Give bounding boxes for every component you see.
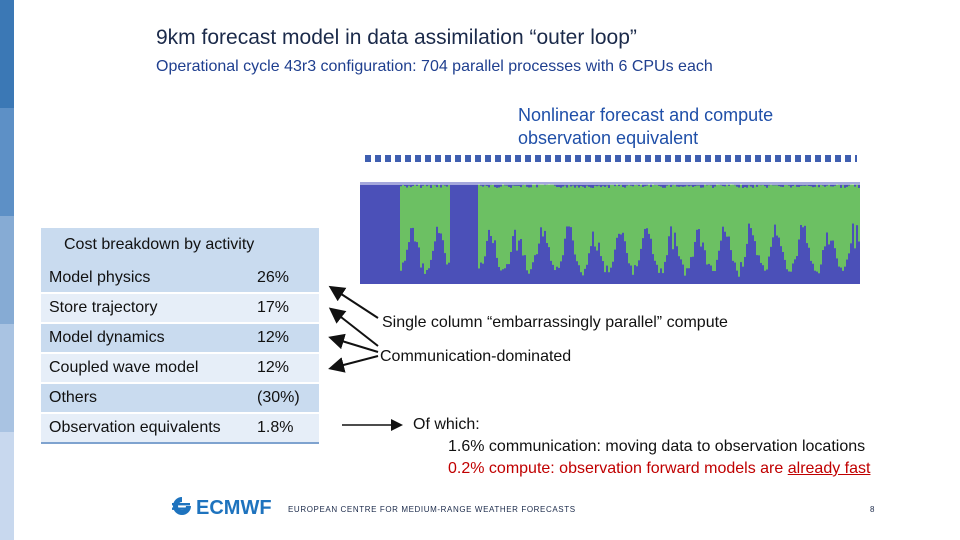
communication-note: Communication-dominated [380,348,572,365]
nonlinear-label-line-1: Nonlinear forecast and compute [518,105,774,125]
table-row: Model dynamics 12% [41,323,319,354]
value-cell: 12% [249,353,319,384]
of-which-note: Of which: 1.6% communication: moving dat… [413,414,870,480]
ecmwf-swirl-icon [172,497,191,515]
arrow-store-trajectory [328,307,379,347]
activity-cell: Others [41,383,249,414]
activity-cell: Store trajectory [41,293,249,324]
arrow-coupled-wave [328,355,379,373]
value-cell: 17% [249,293,319,324]
slide-subtitle: Operational cycle 43r3 configuration: 70… [156,58,713,75]
value-cell: (30%) [249,383,319,414]
table-row: Model physics 26% [41,264,319,294]
compute-text: 0.2% compute: observation forward models… [448,460,788,477]
of-which-head: Of which: [413,416,480,433]
value-cell: 1.8% [249,413,319,444]
single-column-note: Single column “embarrassingly parallel” … [382,314,728,331]
nonlinear-forecast-label: Nonlinear forecast and compute observati… [518,104,773,150]
arrow-model-dynamics [328,333,379,353]
table-row: Observation equivalents 1.8% [41,413,319,444]
of-which-communication: 1.6% communication: moving data to obser… [448,438,866,455]
table-row: Others (30%) [41,383,319,414]
of-which-compute: 0.2% compute: observation forward models… [413,458,870,480]
value-cell: 26% [249,264,319,294]
activity-cell: Model physics [41,264,249,294]
nonlinear-label-line-2: observation equivalent [518,128,699,148]
page-number: 8 [870,505,875,514]
table-row: Store trajectory 17% [41,293,319,324]
side-color-strip [0,0,14,540]
value-cell: 12% [249,323,319,354]
table-row: Coupled wave model 12% [41,353,319,384]
activity-cell: Model dynamics [41,323,249,354]
footer-organization: EUROPEAN CENTRE FOR MEDIUM-RANGE WEATHER… [288,505,576,514]
arrow-model-physics [328,285,379,319]
activity-cell: Coupled wave model [41,353,249,384]
slide-title: 9km forecast model in data assimilation … [156,26,637,49]
cost-breakdown-title: Cost breakdown by activity [64,236,255,253]
cpu-activity-trace-image [360,182,860,284]
ecmwf-logo-text: ECMWF [196,497,272,519]
dotted-bracket-line [365,155,857,162]
already-fast-emphasis: already fast [787,460,871,477]
cost-breakdown-table: Model physics 26% Store trajectory 17% M… [41,264,319,444]
ecmwf-logo: ECMWF [172,497,272,519]
activity-cell: Observation equivalents [41,413,249,444]
pointer-arrows [328,285,403,431]
cost-table-header-box [41,228,319,264]
